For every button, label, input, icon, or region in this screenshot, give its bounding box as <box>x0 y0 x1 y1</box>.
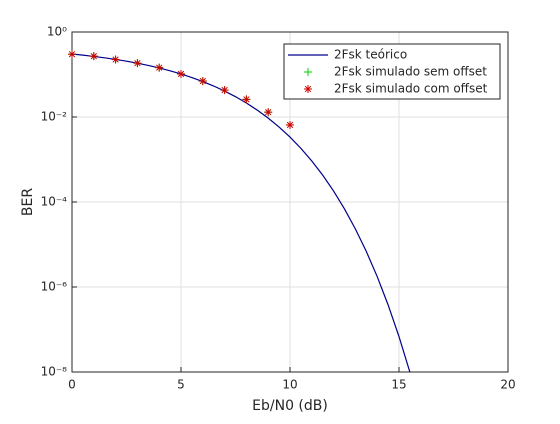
marker-stroke <box>304 85 312 93</box>
y-tick-label: 10⁻⁸ <box>41 365 68 379</box>
y-axis-label: BER <box>20 188 36 216</box>
y-tick-label: 10⁻² <box>41 110 68 124</box>
legend-swatch <box>304 85 312 93</box>
marker-stroke <box>68 51 76 58</box>
data-point <box>264 108 273 117</box>
data-point <box>133 59 142 68</box>
series-line <box>71 53 411 373</box>
marker-stroke <box>134 59 141 67</box>
x-tick-label: 5 <box>177 378 185 392</box>
data-point <box>220 86 229 95</box>
legend-label: 2Fsk simulado com offset <box>334 82 488 96</box>
y-tick-label: 10⁻⁶ <box>41 280 68 294</box>
data-point <box>286 120 294 129</box>
legend-label: 2Fsk teórico <box>334 48 407 62</box>
marker-stroke <box>286 121 294 129</box>
marker-stroke <box>90 53 97 60</box>
marker-stroke <box>199 77 206 85</box>
legend-label: 2Fsk simulado sem offset <box>334 65 487 79</box>
x-tick-label: 20 <box>500 378 515 392</box>
axes-box <box>71 31 509 373</box>
marker-stroke <box>243 96 250 103</box>
marker-stroke <box>177 70 185 78</box>
y-tick-label: 10⁻⁴ <box>41 195 68 209</box>
marker-stroke <box>221 86 228 94</box>
data-point <box>242 95 251 104</box>
data-point <box>89 52 98 61</box>
y-tick-label: 10⁰ <box>47 25 67 39</box>
data-point <box>111 55 120 64</box>
legend-box <box>283 43 501 100</box>
data-point <box>68 50 76 59</box>
data-point <box>177 69 185 78</box>
x-axis-label: Eb/N0 (dB) <box>252 398 328 414</box>
data-point <box>155 63 164 72</box>
legend-swatch <box>304 68 312 76</box>
marker-stroke <box>156 64 163 71</box>
marker-stroke <box>112 56 119 63</box>
x-tick-label: 10 <box>282 378 297 392</box>
x-tick-label: 0 <box>68 378 76 392</box>
marker-stroke <box>265 109 272 116</box>
data-point <box>198 77 207 86</box>
x-tick-label: 15 <box>391 378 406 392</box>
